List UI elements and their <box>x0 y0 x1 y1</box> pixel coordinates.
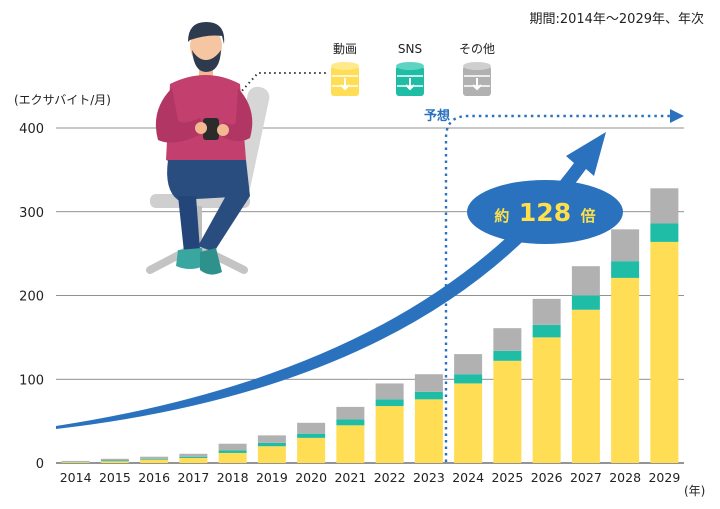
x-tick-label: 2027 <box>570 470 602 485</box>
x-tick-label: 2024 <box>452 470 484 485</box>
growth-arrow-body <box>56 132 606 429</box>
shoe-right <box>200 248 222 275</box>
bar-other-2028 <box>611 229 639 261</box>
y-tick-label: 200 <box>19 290 44 305</box>
x-tick-label: 2028 <box>609 470 641 485</box>
bar-sns-2027 <box>572 296 600 310</box>
x-tick-label: 2015 <box>99 470 131 485</box>
x-tick-label: 2023 <box>413 470 445 485</box>
bar-other-2015 <box>101 459 129 461</box>
x-tick-label: 2019 <box>256 470 288 485</box>
x-tick-label: 2016 <box>138 470 170 485</box>
bar-other-2026 <box>533 299 561 325</box>
forecast-label: 予想 <box>424 108 450 124</box>
bar-video-2019 <box>258 446 286 463</box>
bar-sns-2017 <box>179 457 207 458</box>
bar-video-2015 <box>101 461 129 463</box>
y-tick-labels: 0 100 200 300 400 <box>19 122 44 472</box>
hand-left <box>195 122 207 134</box>
bar-other-2022 <box>376 383 404 399</box>
x-tick-label: 2021 <box>334 470 366 485</box>
bar-video-2025 <box>493 361 521 463</box>
x-tick-label: 2026 <box>531 470 563 485</box>
hand-right <box>217 124 229 136</box>
database-download-icon <box>396 62 424 96</box>
bar-sns-2025 <box>493 351 521 361</box>
x-tick-label: 2017 <box>177 470 209 485</box>
bar-sns-2028 <box>611 261 639 278</box>
bar-sns-2021 <box>336 419 364 425</box>
period-note: 期間:2014年～2029年、年次 <box>529 11 704 27</box>
y-axis-label: (エクサバイト/月) <box>14 93 111 107</box>
bar-video-2023 <box>415 399 443 463</box>
bar-other-2016 <box>140 457 168 459</box>
bar-other-2020 <box>297 423 325 434</box>
x-axis-label: (年) <box>684 484 705 498</box>
bar-sns-2026 <box>533 325 561 338</box>
x-tick-label: 2014 <box>60 470 92 485</box>
bar-other-2021 <box>336 407 364 420</box>
legend-item-sns: SNS <box>396 42 424 96</box>
y-tick-label: 400 <box>19 122 44 137</box>
y-tick-label: 100 <box>19 373 44 388</box>
bar-other-2023 <box>415 374 443 392</box>
bar-sns-2023 <box>415 392 443 400</box>
legend-label-other: その他 <box>459 42 495 56</box>
legend-item-video: 動画 <box>331 42 359 96</box>
callout-prefix: 約 <box>494 207 509 225</box>
bar-video-2028 <box>611 278 639 463</box>
bar-sns-2018 <box>219 450 247 453</box>
y-tick-label: 300 <box>19 206 44 221</box>
bar-sns-2022 <box>376 399 404 406</box>
bar-video-2018 <box>219 453 247 463</box>
x-tick-label: 2020 <box>295 470 327 485</box>
bar-video-2024 <box>454 383 482 463</box>
bar-video-2017 <box>179 458 207 463</box>
callout-value: 128 <box>519 198 571 227</box>
bar-sns-2024 <box>454 374 482 383</box>
bar-video-2014 <box>62 462 90 463</box>
bar-other-2014 <box>62 461 90 462</box>
legend-item-other: その他 <box>459 42 495 96</box>
database-download-icon <box>463 62 491 96</box>
bar-sns-2020 <box>297 434 325 438</box>
bar-other-2025 <box>493 328 521 351</box>
bar-other-2027 <box>572 266 600 295</box>
bar-sns-2016 <box>140 459 168 460</box>
person-illustration <box>150 22 271 275</box>
x-tick-label: 2029 <box>648 470 680 485</box>
bar-other-2018 <box>219 444 247 451</box>
bar-sns-2019 <box>258 443 286 446</box>
bar-sns-2015 <box>101 460 129 461</box>
bar-video-2026 <box>533 337 561 463</box>
bar-video-2020 <box>297 438 325 463</box>
shoe-left <box>176 248 204 269</box>
bar-other-2029 <box>650 188 678 223</box>
bar-sns-2029 <box>650 223 678 241</box>
bar-video-2021 <box>336 425 364 463</box>
x-tick-labels: 2014 2015 2016 2017 2018 2019 2020 2021 2022 2023… <box>60 470 681 485</box>
y-tick-label: 0 <box>36 457 44 472</box>
legend-label-video: 動画 <box>333 42 357 56</box>
bar-other-2024 <box>454 354 482 374</box>
bar-other-2019 <box>258 435 286 443</box>
bar-video-2027 <box>572 310 600 463</box>
x-tick-label: 2022 <box>374 470 406 485</box>
legend: 動画 SNS その他 <box>331 42 495 96</box>
growth-callout: 約 128 倍 <box>467 180 623 244</box>
bar-video-2016 <box>140 460 168 463</box>
bar-video-2029 <box>650 242 678 463</box>
forecast-arrowhead <box>670 109 684 123</box>
x-tick-label: 2025 <box>491 470 523 485</box>
bar-other-2017 <box>179 454 207 457</box>
callout-suffix: 倍 <box>581 207 596 225</box>
x-tick-label: 2018 <box>217 470 249 485</box>
bar-video-2022 <box>376 406 404 463</box>
legend-label-sns: SNS <box>398 42 422 56</box>
database-download-icon <box>331 62 359 96</box>
